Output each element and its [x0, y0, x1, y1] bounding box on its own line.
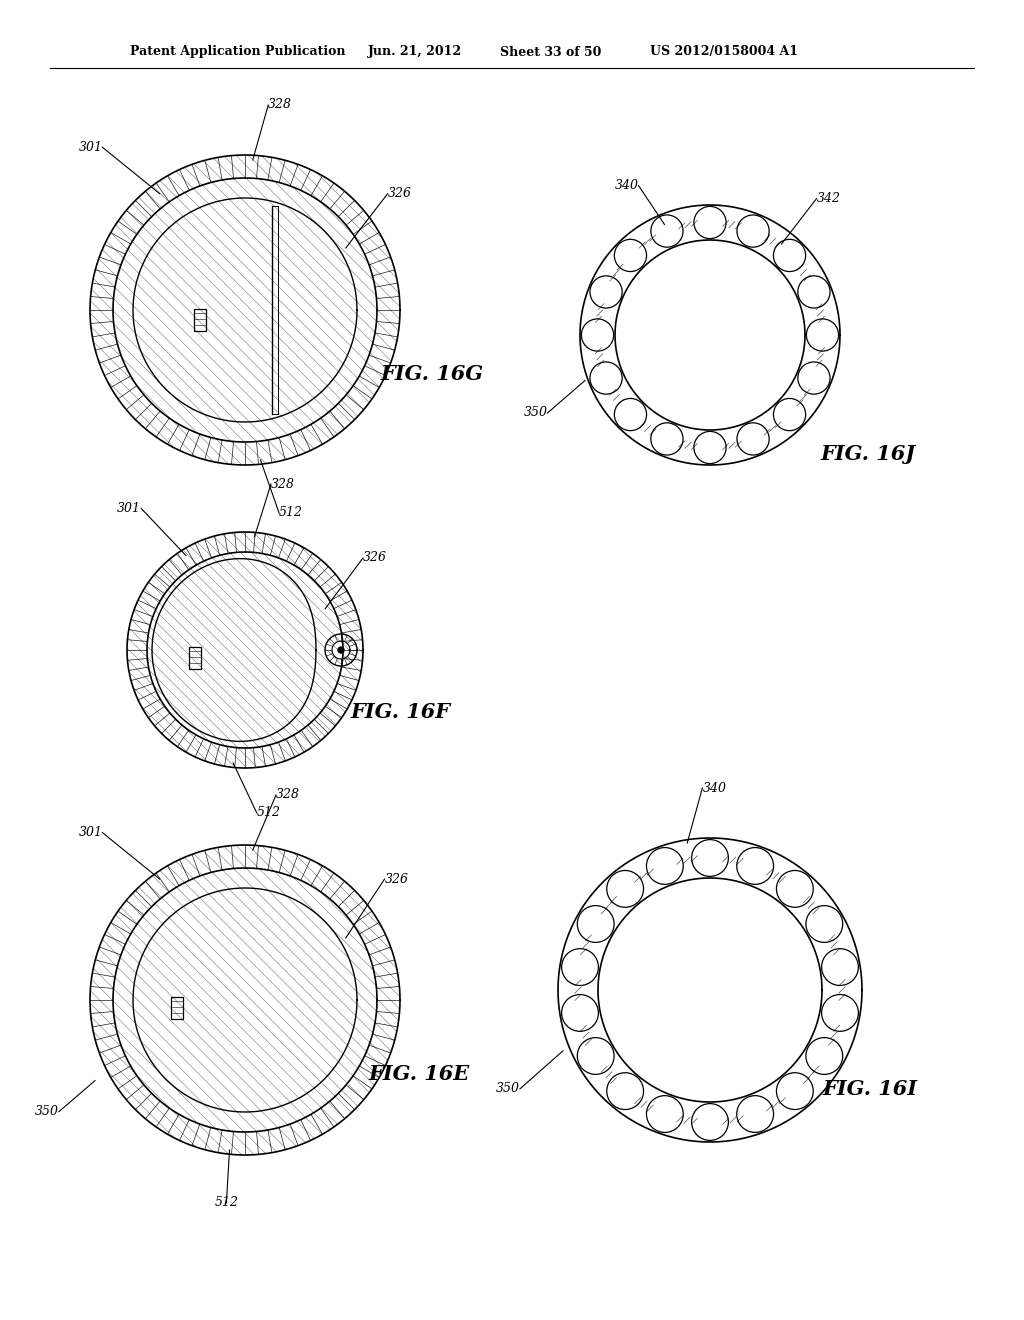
Circle shape — [338, 647, 344, 653]
Text: FIG. 16E: FIG. 16E — [368, 1064, 469, 1084]
Text: 301: 301 — [117, 502, 141, 515]
Text: 328: 328 — [268, 99, 292, 111]
Text: 512: 512 — [214, 1196, 239, 1209]
Text: FIG. 16I: FIG. 16I — [822, 1078, 918, 1100]
Text: 301: 301 — [79, 826, 102, 840]
Text: 512: 512 — [257, 807, 281, 820]
Bar — [189, 647, 201, 669]
Text: 326: 326 — [388, 187, 412, 201]
Text: 342: 342 — [816, 191, 841, 205]
Text: 340: 340 — [614, 180, 639, 191]
Text: Jun. 21, 2012: Jun. 21, 2012 — [368, 45, 462, 58]
Text: Sheet 33 of 50: Sheet 33 of 50 — [500, 45, 601, 58]
Text: 350: 350 — [35, 1105, 59, 1118]
Text: FIG. 16G: FIG. 16G — [380, 364, 483, 384]
Text: Patent Application Publication: Patent Application Publication — [130, 45, 345, 58]
Text: 328: 328 — [271, 478, 295, 491]
Bar — [171, 997, 183, 1019]
Text: 326: 326 — [362, 552, 387, 565]
Text: 328: 328 — [276, 788, 300, 801]
Text: FIG. 16F: FIG. 16F — [350, 702, 451, 722]
Text: 350: 350 — [496, 1082, 520, 1096]
Text: 512: 512 — [280, 507, 303, 520]
Text: FIG. 16J: FIG. 16J — [820, 444, 915, 465]
Text: 326: 326 — [384, 873, 409, 886]
Text: 301: 301 — [79, 141, 102, 153]
Text: 350: 350 — [523, 407, 548, 420]
Text: US 2012/0158004 A1: US 2012/0158004 A1 — [650, 45, 798, 58]
Text: 340: 340 — [702, 781, 726, 795]
Bar — [194, 309, 206, 331]
